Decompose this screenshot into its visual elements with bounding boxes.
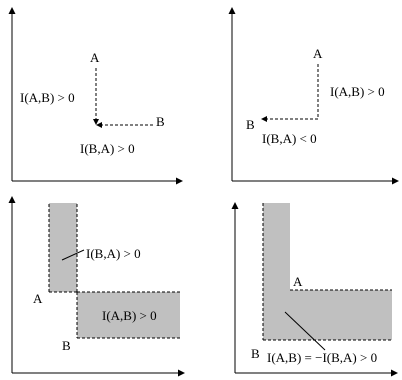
region-ba: [49, 203, 77, 292]
panel-bottom-left: I(B,A) > 0 I(A,B) > 0 A B: [8, 196, 185, 377]
region-l-shape: [263, 203, 392, 340]
point-b-label: B: [62, 338, 71, 353]
panel-bottom-right: A B I(A,B) = −I(B,A) > 0: [231, 202, 398, 377]
panel-top-right: A B I(A,B) > 0 I(B,A) < 0: [228, 7, 399, 185]
leader-line: [61, 249, 85, 261]
point-b-label: B: [251, 346, 260, 361]
relation-ba-label: I(B,A) > 0: [80, 141, 135, 156]
point-a-label: A: [33, 291, 43, 306]
point-a-label: A: [90, 50, 100, 65]
relation-ab-label: I(A,B) > 0: [20, 90, 75, 105]
panel-top-left: A B I(A,B) > 0 I(B,A) > 0: [8, 7, 183, 185]
leader-line: [284, 311, 326, 351]
relation-ba-label: I(B,A) < 0: [262, 131, 317, 146]
relation-label: I(A,B) = −I(B,A) > 0: [267, 350, 377, 365]
relation-ab-label: I(A,B) > 0: [330, 84, 385, 99]
point-b-label: B: [156, 114, 165, 129]
region-ab: [77, 292, 180, 338]
relation-ab-label: I(A,B) > 0: [102, 308, 157, 323]
point-b-label: B: [246, 117, 255, 132]
relation-ba-label: I(B,A) > 0: [86, 246, 141, 261]
point-a-label: A: [313, 46, 323, 61]
point-a-label: A: [293, 274, 303, 289]
